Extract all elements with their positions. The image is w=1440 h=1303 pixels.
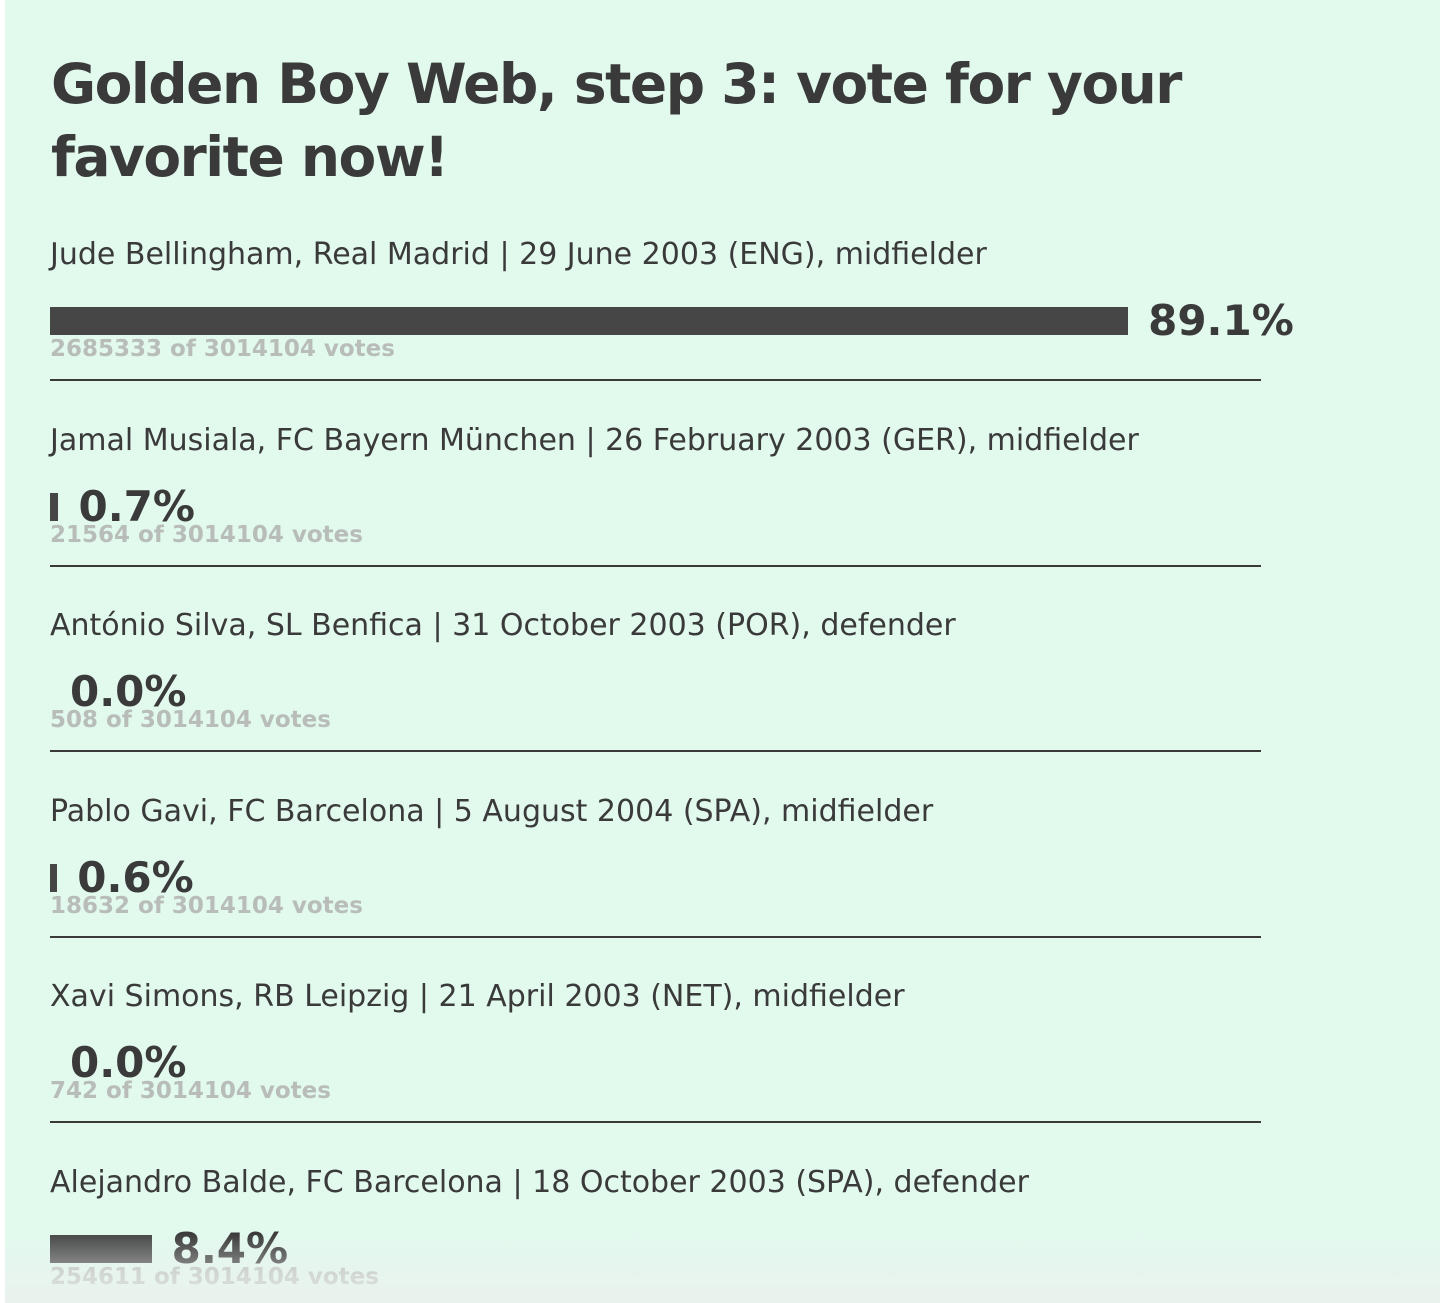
vote-bar bbox=[50, 307, 1129, 335]
poll-option: Jamal Musiala, FC Bayern München | 26 Fe… bbox=[50, 423, 1261, 609]
vote-bar bbox=[50, 864, 58, 892]
vote-percentage: 89.1% bbox=[1148, 296, 1294, 345]
divider bbox=[50, 379, 1261, 381]
vote-percentage: 0.0% bbox=[70, 667, 187, 716]
poll-option: Alejandro Balde, FC Barcelona | 18 Octob… bbox=[50, 1165, 1261, 1303]
poll-option: Jude Bellingham, Real Madrid | 29 June 2… bbox=[50, 237, 1294, 423]
divider bbox=[50, 936, 1261, 938]
vote-bar bbox=[50, 1235, 152, 1263]
vote-count: 18632 of 3014104 votes bbox=[50, 893, 363, 919]
divider bbox=[50, 565, 1261, 567]
vote-count: 508 of 3014104 votes bbox=[50, 707, 331, 733]
divider bbox=[50, 1121, 1261, 1123]
vote-percentage: 0.0% bbox=[70, 1038, 187, 1087]
player-label: Jamal Musiala, FC Bayern München | 26 Fe… bbox=[50, 423, 1139, 458]
result-row: 0.7% bbox=[50, 481, 195, 533]
poll-option: Xavi Simons, RB Leipzig | 21 April 2003 … bbox=[50, 979, 1261, 1165]
poll-title: Golden Boy Web, step 3: vote for your fa… bbox=[51, 52, 1182, 189]
player-label: Jude Bellingham, Real Madrid | 29 June 2… bbox=[50, 237, 987, 272]
vote-percentage: 0.7% bbox=[78, 482, 195, 531]
divider bbox=[50, 750, 1261, 752]
player-label: Pablo Gavi, FC Barcelona | 5 August 2004… bbox=[50, 794, 934, 829]
vote-count: 2685333 of 3014104 votes bbox=[50, 336, 395, 362]
result-row: 0.6% bbox=[50, 852, 194, 904]
vote-count: 254611 of 3014104 votes bbox=[50, 1264, 379, 1290]
poll-option: António Silva, SL Benfica | 31 October 2… bbox=[50, 608, 1261, 794]
player-label: Alejandro Balde, FC Barcelona | 18 Octob… bbox=[50, 1165, 1029, 1200]
player-label: Xavi Simons, RB Leipzig | 21 April 2003 … bbox=[50, 979, 905, 1014]
vote-bar bbox=[50, 493, 59, 521]
poll-results-page: Golden Boy Web, step 3: vote for your fa… bbox=[5, 0, 1440, 1303]
result-row: 0.0% bbox=[50, 666, 186, 718]
poll-option: Pablo Gavi, FC Barcelona | 5 August 2004… bbox=[50, 794, 1261, 980]
vote-count: 21564 of 3014104 votes bbox=[50, 522, 363, 548]
result-row: 89.1% bbox=[50, 295, 1294, 347]
player-label: António Silva, SL Benfica | 31 October 2… bbox=[50, 608, 956, 643]
vote-count: 742 of 3014104 votes bbox=[50, 1078, 331, 1104]
vote-percentage: 0.6% bbox=[77, 853, 194, 902]
result-row: 0.0% bbox=[50, 1037, 186, 1089]
